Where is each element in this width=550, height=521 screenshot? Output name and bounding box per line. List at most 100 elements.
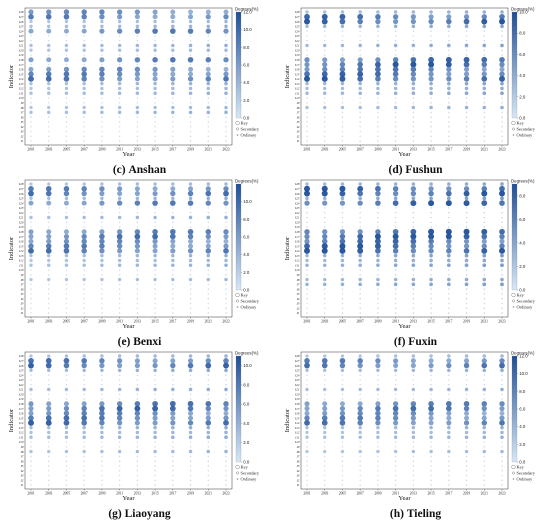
data-point xyxy=(45,415,52,421)
data-point xyxy=(152,9,158,15)
data-point xyxy=(464,10,469,14)
x-tick-label: 2001 xyxy=(27,492,34,496)
data-point xyxy=(153,425,157,430)
data-point xyxy=(101,283,103,286)
data-point xyxy=(322,277,327,282)
data-point xyxy=(448,211,450,214)
data-point xyxy=(393,258,398,263)
data-point xyxy=(223,190,229,197)
data-point xyxy=(47,102,50,104)
data-point xyxy=(341,226,344,228)
data-point xyxy=(357,362,363,369)
data-point xyxy=(99,415,105,421)
data-point xyxy=(429,24,433,29)
data-point xyxy=(375,401,381,407)
legend-label-ordinary: Ordinary xyxy=(241,133,258,138)
data-point xyxy=(207,293,210,295)
data-point xyxy=(170,190,176,197)
data-point xyxy=(305,86,309,91)
data-point xyxy=(63,66,70,72)
data-point xyxy=(47,293,50,295)
data-point xyxy=(499,420,505,426)
data-point xyxy=(341,116,344,118)
data-point xyxy=(223,243,229,249)
data-point xyxy=(394,30,397,32)
data-point xyxy=(306,140,308,142)
data-point xyxy=(323,97,326,99)
data-point xyxy=(225,398,227,400)
x-tick-label: 2001 xyxy=(303,320,310,324)
data-point xyxy=(117,258,122,263)
data-point xyxy=(464,354,469,358)
data-point xyxy=(205,233,211,240)
data-point xyxy=(206,110,211,115)
data-point xyxy=(376,282,380,287)
data-point xyxy=(306,460,308,462)
data-point xyxy=(499,185,505,192)
data-point xyxy=(359,312,361,314)
data-point xyxy=(341,441,344,443)
legend-label-key: Key xyxy=(241,121,249,126)
x-tick-label: 2007 xyxy=(357,148,364,152)
data-point xyxy=(47,81,51,86)
data-point xyxy=(465,479,468,481)
panel-caption: (d) Fushun xyxy=(283,164,548,177)
data-point xyxy=(82,43,86,48)
data-point xyxy=(394,102,397,104)
data-point xyxy=(82,86,86,91)
data-point xyxy=(359,393,361,395)
data-point xyxy=(30,293,32,295)
data-point xyxy=(483,125,486,128)
data-point xyxy=(482,354,487,358)
y-tick-label: I27 xyxy=(294,15,300,19)
data-point xyxy=(135,258,140,263)
data-point xyxy=(118,121,121,123)
bubble-chart-anshan: I28I27I26I25I24I23I22I21I20I19I18I17I16I… xyxy=(8,7,260,159)
y-tick-label: I26 xyxy=(18,364,24,368)
data-point xyxy=(64,81,69,86)
data-point xyxy=(135,430,140,435)
data-point xyxy=(206,387,211,392)
data-point xyxy=(153,368,157,373)
data-point xyxy=(189,274,192,276)
data-point xyxy=(134,186,140,192)
data-point xyxy=(323,130,326,133)
data-point xyxy=(100,91,104,95)
data-point xyxy=(99,28,105,34)
data-point xyxy=(447,182,451,186)
data-point xyxy=(83,221,85,223)
data-point xyxy=(394,460,397,462)
data-point xyxy=(153,110,157,115)
data-point xyxy=(448,455,450,458)
data-point xyxy=(65,283,68,286)
data-point xyxy=(83,269,85,271)
data-point xyxy=(447,368,451,373)
data-point xyxy=(393,277,398,282)
data-point xyxy=(304,243,310,250)
x-tick-label: 2011 xyxy=(392,320,399,324)
data-point xyxy=(465,307,468,309)
data-point xyxy=(170,243,176,249)
data-point xyxy=(134,28,141,34)
data-point xyxy=(446,362,452,369)
data-point xyxy=(306,121,308,123)
data-point xyxy=(47,302,50,305)
data-point xyxy=(224,86,228,91)
data-point xyxy=(188,253,193,258)
data-point xyxy=(429,91,433,96)
data-point xyxy=(172,121,174,123)
data-point xyxy=(323,387,327,392)
y-tick-label: I6 xyxy=(20,115,24,119)
data-point xyxy=(377,135,379,137)
data-point xyxy=(152,14,158,20)
data-point xyxy=(101,274,103,276)
data-point xyxy=(47,479,50,481)
x-tick-label: 2011 xyxy=(116,492,123,496)
data-point xyxy=(82,368,86,373)
data-point xyxy=(207,39,210,42)
data-point xyxy=(501,130,503,133)
data-point xyxy=(305,43,309,48)
data-point xyxy=(394,398,397,400)
data-point xyxy=(321,71,328,78)
data-point xyxy=(392,57,399,63)
